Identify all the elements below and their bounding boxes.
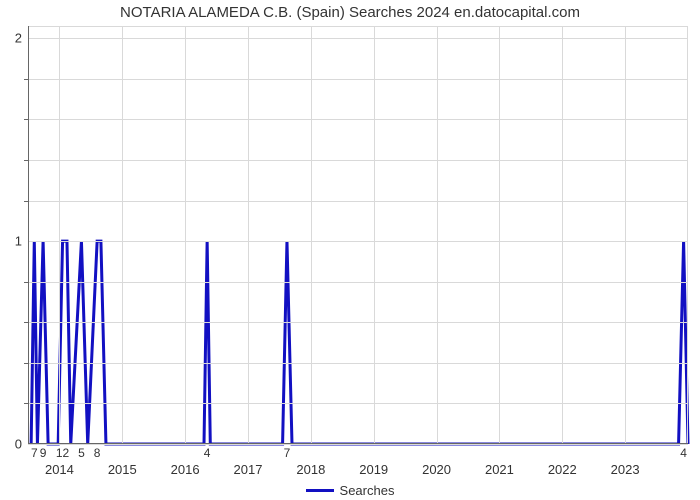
gridline-h-minor xyxy=(28,282,688,283)
gridline-v xyxy=(248,26,249,444)
x-tick-label: 2019 xyxy=(359,462,388,477)
gridline-h-minor xyxy=(28,403,688,404)
x-tick-label: 2016 xyxy=(171,462,200,477)
gridline-h-minor xyxy=(28,201,688,202)
value-label: 4 xyxy=(204,446,211,460)
legend-item-searches: Searches xyxy=(306,483,395,498)
value-label: 9 xyxy=(40,446,47,460)
value-label: 4 xyxy=(680,446,687,460)
gridline-v xyxy=(625,26,626,444)
gridline-v xyxy=(499,26,500,444)
x-tick-label: 2017 xyxy=(234,462,263,477)
y-tick-label: 0 xyxy=(15,437,22,452)
x-tick-label: 2023 xyxy=(611,462,640,477)
y-tick-label: 1 xyxy=(15,234,22,249)
gridline-h-minor xyxy=(28,160,688,161)
legend-label: Searches xyxy=(340,483,395,498)
x-tick-label: 2021 xyxy=(485,462,514,477)
x-axis-line xyxy=(28,443,688,444)
chart-title: NOTARIA ALAMEDA C.B. (Spain) Searches 20… xyxy=(0,4,700,21)
y-axis-line xyxy=(28,26,29,444)
value-label: 12 xyxy=(56,446,69,460)
x-tick-label: 2015 xyxy=(108,462,137,477)
gridline-h-minor xyxy=(28,79,688,80)
x-tick-label: 2022 xyxy=(548,462,577,477)
y-tick-label: 2 xyxy=(15,31,22,46)
gridline-v xyxy=(562,26,563,444)
gridline-h-minor xyxy=(28,363,688,364)
value-label: 7 xyxy=(284,446,291,460)
value-label: 7 xyxy=(31,446,38,460)
gridline-v xyxy=(185,26,186,444)
gridline-v xyxy=(122,26,123,444)
x-tick-label: 2018 xyxy=(296,462,325,477)
gridline-h-minor xyxy=(28,119,688,120)
value-label: 5 xyxy=(78,446,85,460)
gridline-h xyxy=(28,241,688,242)
legend: Searches xyxy=(0,480,700,498)
plot-area: 0122014201520162017201820192020202120222… xyxy=(28,26,688,444)
value-label: 8 xyxy=(94,446,101,460)
x-tick-label: 2020 xyxy=(422,462,451,477)
legend-swatch xyxy=(306,489,334,492)
gridline-h-minor xyxy=(28,322,688,323)
series-line xyxy=(28,26,688,444)
gridline-v xyxy=(374,26,375,444)
gridline-v xyxy=(437,26,438,444)
gridline-h xyxy=(28,38,688,39)
gridline-v xyxy=(59,26,60,444)
gridline-h xyxy=(28,444,688,445)
x-tick-label: 2014 xyxy=(45,462,74,477)
gridline-v xyxy=(311,26,312,444)
